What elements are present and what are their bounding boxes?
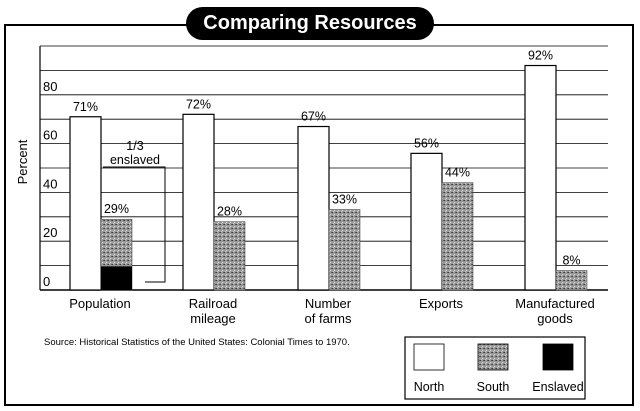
legend: North South Enslaved [404, 336, 586, 400]
data-label-north: 56% [414, 136, 439, 150]
y-tick-label: 20 [43, 225, 57, 240]
y-tick-label: 80 [43, 79, 57, 94]
legend-label: South [477, 380, 510, 394]
bar-south [441, 182, 474, 291]
bar-enslaved [101, 266, 132, 290]
category-label: Population [69, 296, 130, 311]
y-tick-label: 60 [43, 128, 57, 143]
data-label-north: 92% [528, 49, 553, 63]
bar-south [213, 221, 246, 291]
grid-lines [39, 45, 608, 291]
annotation-bracket [103, 166, 166, 283]
legend-swatch [413, 343, 445, 371]
category-label: Manufactured goods [515, 296, 595, 326]
data-label-north: 67% [301, 110, 326, 124]
y-tick-labels: 0 20 40 60 80 [43, 79, 57, 289]
bars: 71% 29% 72% 28% 67% 33% 56% 44% 92% 8% [69, 49, 588, 291]
annotation-text: 1/3 enslaved [110, 139, 160, 167]
y-tick-label: 0 [43, 274, 50, 289]
chart-title: Comparing Resources [186, 7, 434, 40]
y-tick-label: 40 [43, 176, 57, 191]
bar-north [182, 113, 215, 291]
data-label-south: 8% [562, 253, 580, 267]
data-label-south: 29% [104, 202, 129, 216]
enslaved-annotation: 1/3 enslaved [103, 139, 166, 283]
bar-south [328, 209, 361, 291]
bar-north [410, 152, 443, 291]
data-label-south: 44% [445, 166, 470, 180]
bar-north [297, 125, 330, 291]
data-label-south: 33% [332, 192, 357, 206]
bar-north [69, 116, 102, 291]
legend-label: Enslaved [532, 380, 583, 394]
bar-north [524, 64, 557, 291]
data-label-north: 71% [73, 100, 98, 114]
legend-swatch [542, 343, 574, 371]
category-labels: Population Railroad mileage Number of farms E… [69, 296, 594, 326]
data-label-north: 72% [186, 97, 211, 111]
category-label: Number of farms [305, 296, 352, 326]
category-label: Railroad mileage [189, 296, 237, 326]
bar-south [555, 270, 588, 291]
category-label: Exports [419, 296, 464, 311]
data-label-south: 28% [217, 205, 242, 219]
y-axis-label: Percent [15, 139, 30, 184]
legend-label: North [414, 380, 445, 394]
legend-swatch [477, 343, 509, 371]
source-note: Source: Historical Statistics of the Uni… [44, 337, 350, 348]
